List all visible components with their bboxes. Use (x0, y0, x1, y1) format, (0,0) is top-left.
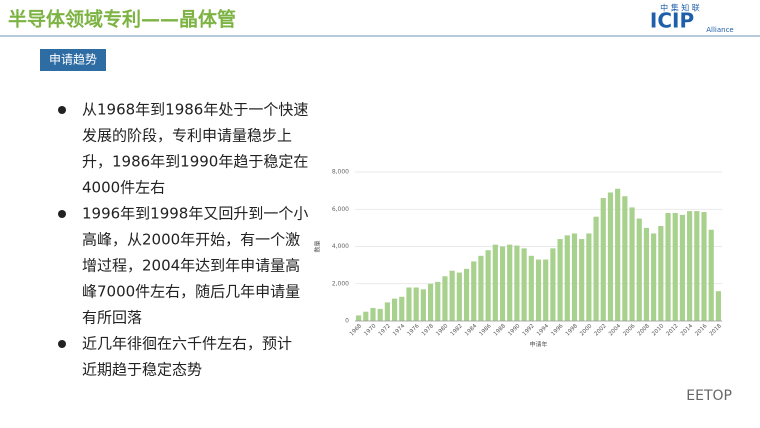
bar (636, 218, 642, 321)
bar (600, 198, 606, 321)
bar (377, 308, 383, 321)
bar (363, 311, 369, 321)
bullet-line: 增过程，2004年达到年申请量高 (82, 257, 300, 275)
bar (507, 244, 513, 321)
bullet-line: 升，1986年到1990年趋于稳定在 (82, 153, 308, 171)
bar (571, 233, 578, 321)
bar (543, 259, 549, 321)
bar (715, 291, 721, 321)
bar (492, 244, 498, 321)
bar (427, 283, 434, 321)
y-tick-label: 0 (345, 318, 349, 325)
bar (557, 239, 563, 321)
bar (499, 246, 506, 321)
bar (622, 196, 628, 321)
bullet-line: 4000件左右 (82, 179, 165, 197)
bar (694, 211, 700, 321)
bar (708, 229, 714, 321)
bar (629, 207, 635, 321)
bullet-line: 从1968年到1986年处于一个快速 (82, 101, 308, 119)
tag: 申请趋势 (49, 53, 97, 67)
bullet-dot (58, 210, 66, 218)
bar (370, 307, 376, 321)
bar (564, 235, 570, 321)
logo-cn: 中 集 知 联 (660, 3, 700, 13)
bar (413, 287, 419, 321)
bar (607, 192, 614, 321)
bar (435, 281, 441, 321)
bar (550, 248, 556, 321)
bar (356, 315, 362, 321)
y-tick-label: 8,000 (332, 169, 349, 176)
bar (701, 212, 707, 321)
bar (463, 268, 470, 321)
bar (420, 289, 426, 321)
bar (651, 233, 657, 321)
bullet-dot (58, 106, 66, 114)
bar (528, 255, 534, 321)
bar (399, 296, 405, 321)
bar (687, 211, 693, 321)
bar (449, 270, 455, 321)
bullet-line: 高峰，从2000年开始，有一个激 (82, 231, 300, 249)
bullet-line: 发展的阶段，专利申请量稳步上 (82, 127, 292, 145)
bar (384, 302, 390, 321)
bullet-line: 峰7000件左右，随后几年申请量 (82, 283, 300, 301)
bar (679, 214, 686, 321)
bar (485, 250, 491, 321)
bar (579, 239, 585, 321)
bar (586, 233, 592, 321)
bar (478, 255, 484, 321)
bar (471, 261, 477, 321)
bar (442, 276, 448, 321)
bar (406, 287, 412, 321)
y-tick-label: 2,000 (332, 280, 349, 287)
bullet-line: 有所回落 (82, 309, 142, 327)
bar (514, 245, 520, 321)
header-title: 半导体领域专利——晶体管 (8, 8, 236, 31)
bar (521, 248, 527, 321)
logo-mark: ICIP (650, 9, 694, 33)
bar (456, 272, 462, 321)
bullet-line: 1996年到1998年又回升到一个小 (82, 205, 308, 223)
y-tick-label: 6,000 (332, 206, 349, 213)
x-axis-label: 申请年 (529, 341, 547, 349)
bar (593, 216, 599, 321)
watermark: EETOP (686, 388, 732, 404)
y-axis-label: 数量 (314, 240, 322, 252)
bar (665, 212, 671, 321)
bar (672, 212, 678, 321)
bar (658, 226, 664, 321)
bar (615, 188, 621, 321)
bar (391, 298, 398, 321)
bullet-line: 近几年徘徊在六千件左右，预计 (82, 335, 292, 353)
bar (535, 259, 542, 321)
logo-sub: Alliance (706, 26, 734, 34)
bullet-line: 近期趋于稳定态势 (82, 361, 202, 379)
y-tick-label: 4,000 (332, 243, 349, 250)
tag-box (40, 49, 106, 71)
bullet-dot (58, 340, 66, 348)
bar (643, 227, 650, 321)
